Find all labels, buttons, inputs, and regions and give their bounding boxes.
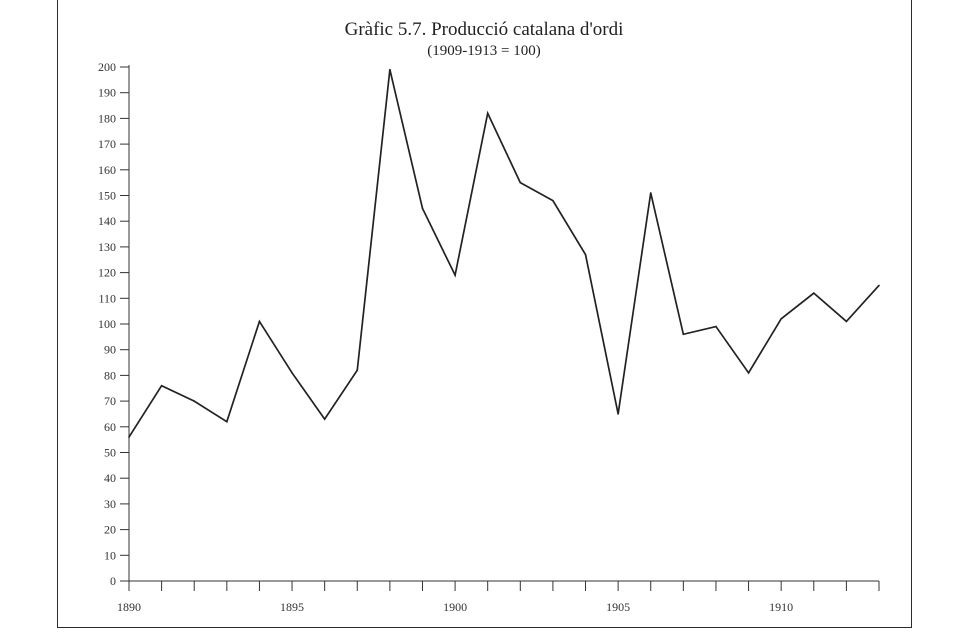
- data-point: [649, 192, 652, 194]
- y-tick-label: 140: [98, 214, 116, 228]
- x-tick-label: 1890: [117, 600, 141, 614]
- data-point: [128, 436, 130, 438]
- x-tick-label: 1910: [769, 600, 793, 614]
- data-point: [682, 333, 685, 336]
- data-point: [519, 181, 522, 184]
- data-point: [552, 199, 554, 202]
- x-axis-tick-labels: 1890 1895 1900 1905 1910: [117, 600, 793, 614]
- y-tick-label: 200: [98, 60, 116, 74]
- chart-axes: [120, 65, 880, 591]
- data-point: [715, 325, 717, 328]
- data-point: [389, 68, 391, 71]
- y-tick-label: 10: [104, 548, 116, 562]
- y-tick-label: 180: [98, 111, 116, 125]
- y-tick-label: 0: [110, 574, 116, 588]
- y-tick-label: 60: [104, 420, 116, 434]
- data-point: [160, 384, 163, 387]
- y-tick-label: 150: [98, 189, 116, 203]
- series-group: [128, 68, 880, 438]
- y-tick-label: 30: [104, 497, 116, 511]
- data-point: [845, 320, 848, 323]
- data-point: [356, 369, 359, 372]
- data-point: [226, 420, 228, 423]
- y-tick-label: 190: [98, 86, 116, 100]
- y-tick-label: 160: [98, 163, 116, 177]
- data-point: [421, 207, 424, 210]
- y-tick-label: 130: [98, 240, 116, 254]
- chart-title: Gràfic 5.7. Producció catalana d'ordi: [345, 19, 624, 40]
- data-point: [584, 253, 587, 256]
- y-tick-label: 20: [104, 523, 116, 537]
- data-point: [780, 318, 782, 320]
- data-point: [291, 372, 293, 374]
- y-tick-label: 40: [104, 471, 116, 485]
- y-tick-label: 100: [98, 317, 116, 331]
- data-point: [878, 284, 880, 287]
- data-point: [617, 413, 619, 415]
- x-tick-label: 1900: [443, 600, 467, 614]
- y-tick-label: 70: [104, 394, 116, 408]
- data-point: [454, 274, 456, 276]
- y-tick-label: 120: [98, 266, 116, 280]
- data-point: [258, 320, 261, 323]
- series-line: [128, 69, 880, 438]
- data-point: [747, 372, 750, 374]
- y-tick-label: 90: [104, 343, 116, 357]
- y-tick-label: 50: [104, 446, 116, 460]
- data-point: [486, 112, 489, 115]
- x-tick-label: 1905: [606, 600, 630, 614]
- data-point: [323, 418, 326, 420]
- y-tick-label: 110: [98, 291, 116, 305]
- data-point: [193, 400, 196, 402]
- y-tick-label: 170: [98, 137, 116, 151]
- page-frame-top: [57, 0, 912, 6]
- chart-subtitle: (1909-1913 = 100): [427, 43, 540, 59]
- data-point: [812, 292, 815, 294]
- page-frame: [57, 6, 912, 628]
- x-tick-label: 1895: [280, 600, 304, 614]
- y-tick-label: 80: [104, 368, 116, 382]
- y-axis-tick-labels: 0 10 20 30 40 50 60 70 80 90 100 110 120 130 140 150 160…: [98, 60, 116, 588]
